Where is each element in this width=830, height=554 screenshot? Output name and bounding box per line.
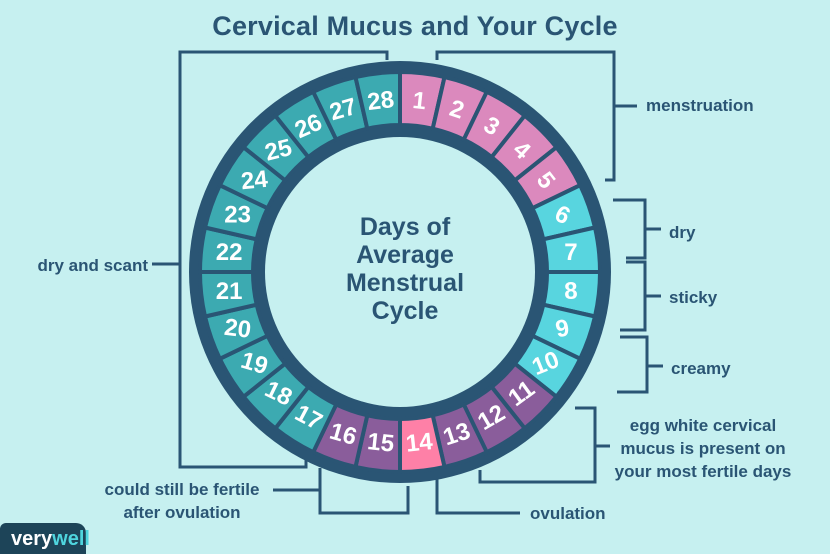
label-ovulation: ovulation xyxy=(530,504,606,523)
pointer-ovulation xyxy=(435,475,520,515)
label-egg-white-line: egg white cervical xyxy=(629,416,777,435)
day-number-25: 25 xyxy=(262,134,294,167)
ring-inner-hole xyxy=(265,137,535,407)
label-fertile-line: could still be fertile xyxy=(104,480,260,499)
label-dry-and-scant: dry and scant xyxy=(37,256,148,275)
day-number-28: 28 xyxy=(366,86,396,116)
day-number-1: 1 xyxy=(411,87,427,115)
bracket-dry xyxy=(613,198,647,260)
label-fertile-line: after ovulation xyxy=(123,503,241,522)
label-creamy: creamy xyxy=(671,359,731,378)
day-number-23: 23 xyxy=(224,202,251,229)
day-number-15: 15 xyxy=(366,428,395,458)
bracket-creamy xyxy=(617,335,649,394)
label-egg-white: egg white cervical mucus is present on y… xyxy=(602,414,804,483)
day-number-21: 21 xyxy=(216,278,243,305)
label-fertile-after-ovulation: could still be fertile after ovulation xyxy=(62,478,302,524)
bracket-dry-and-scant xyxy=(178,50,389,469)
label-menstruation: menstruation xyxy=(646,96,754,115)
bracket-menstruation xyxy=(435,50,616,182)
day-segment-28 xyxy=(353,70,402,131)
label-egg-white-line: mucus is present on xyxy=(620,439,786,458)
day-number-8: 8 xyxy=(564,278,578,305)
label-dry: dry xyxy=(669,223,696,242)
center-caption-line: Menstrual xyxy=(345,269,465,297)
annotation-brackets xyxy=(152,50,663,515)
day-number-24: 24 xyxy=(240,166,270,196)
label-egg-white-line: your most fertile days xyxy=(614,462,792,481)
center-caption-line: Days of xyxy=(359,213,451,241)
day-number-22: 22 xyxy=(216,239,243,266)
day-number-7: 7 xyxy=(564,239,577,266)
page-title: Cervical Mucus and Your Cycle xyxy=(212,11,618,41)
day-number-9: 9 xyxy=(553,314,571,343)
logo-text-very: very xyxy=(11,528,53,550)
label-sticky: sticky xyxy=(669,288,718,307)
verywell-logo: verywell xyxy=(0,523,90,554)
day-number-14: 14 xyxy=(405,428,435,458)
logo-text-well: well xyxy=(52,528,90,550)
center-caption: Days of Average Menstrual Cycle xyxy=(255,213,555,325)
day-number-20: 20 xyxy=(223,314,253,344)
bracket-sticky xyxy=(620,260,647,332)
bracket-egg-white xyxy=(478,406,597,484)
center-caption-line: Average xyxy=(356,241,454,269)
cycle-ring: 1 234567891011121314151617181920212223242… xyxy=(189,61,611,483)
center-caption-line: Cycle xyxy=(371,297,439,325)
